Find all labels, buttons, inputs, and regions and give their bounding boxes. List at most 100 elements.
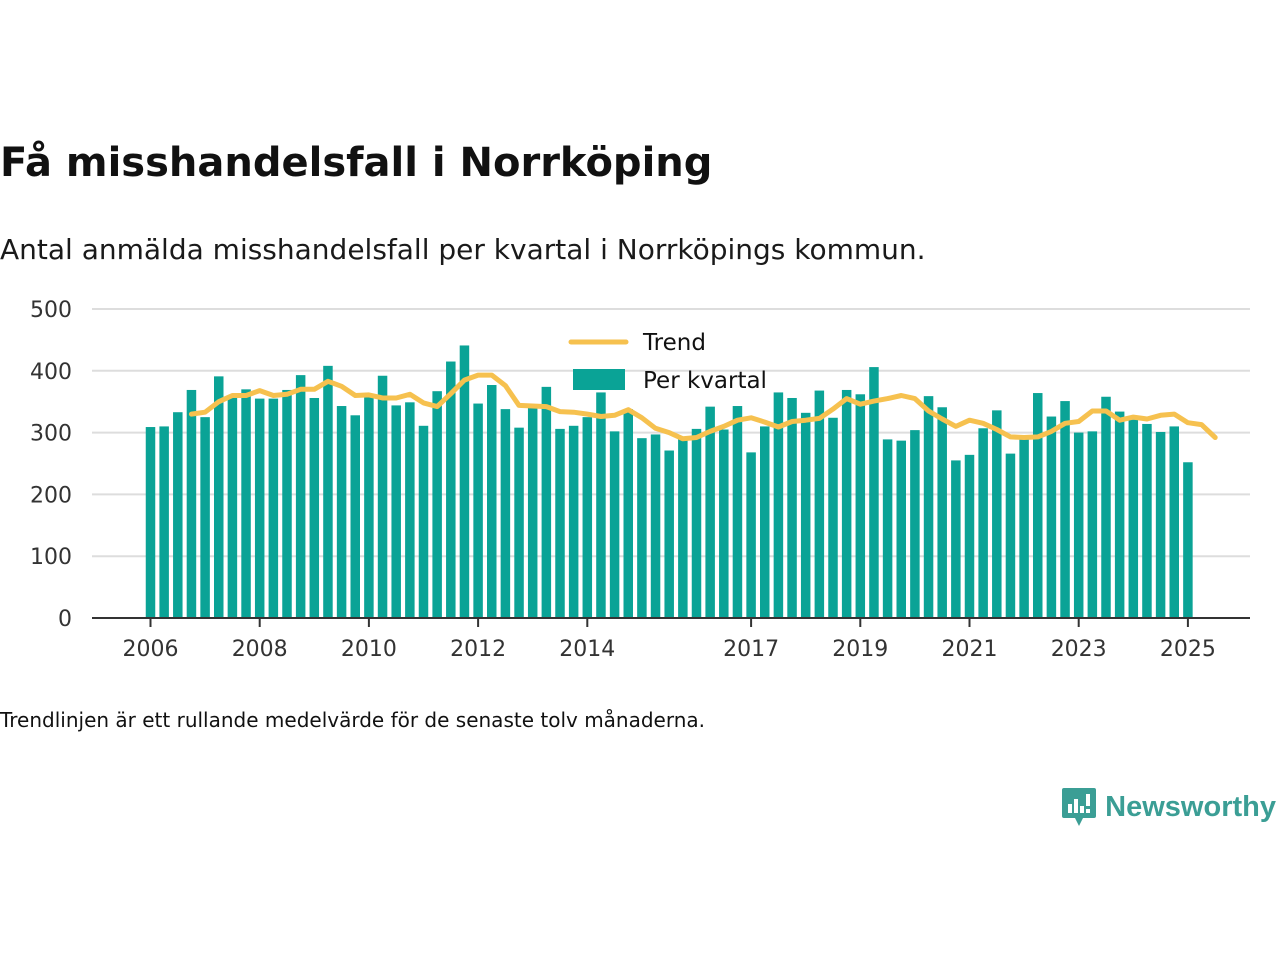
bar [705, 406, 715, 618]
bar [145, 427, 156, 618]
x-axis [92, 617, 1250, 627]
x-tick-label: 2014 [559, 637, 615, 662]
bar [473, 403, 483, 618]
bar [1005, 453, 1016, 618]
legend-bar-swatch [573, 369, 625, 390]
x-tick-label: 2010 [341, 637, 397, 662]
bar [405, 402, 415, 618]
bar [719, 429, 729, 618]
bar [841, 389, 852, 618]
y-tick-label: 300 [30, 422, 72, 447]
y-tick-label: 500 [30, 298, 72, 323]
bar [418, 425, 429, 618]
bar [650, 434, 661, 618]
legend: Trend Per kvartal [568, 330, 767, 394]
bar [514, 427, 524, 618]
bar-chart: 0 100 200 300 400 500 2006 2008 2010 2012 2014 201… [30, 298, 1250, 662]
bar [896, 440, 906, 618]
x-tick-label: 2017 [723, 637, 779, 662]
y-tick-label: 200 [30, 483, 72, 508]
bar [159, 426, 169, 618]
x-tick-label: 2019 [832, 637, 888, 662]
bar [951, 460, 961, 618]
bar [391, 405, 401, 618]
bar [350, 415, 360, 618]
bar [527, 407, 538, 618]
bar [678, 438, 688, 618]
bar [200, 417, 210, 618]
bar [855, 394, 866, 618]
bar [596, 392, 606, 618]
x-tick-label: 2021 [942, 637, 998, 662]
bar [268, 398, 279, 618]
bar [746, 452, 756, 618]
x-tick-label: 2008 [232, 637, 288, 662]
newsworthy-logo-icon [1062, 788, 1097, 826]
bar [787, 397, 797, 618]
bar [1046, 416, 1057, 618]
bar [1019, 435, 1029, 618]
bar-series [145, 345, 1193, 618]
bar [487, 385, 497, 618]
x-tick-label: 2006 [123, 637, 179, 662]
bar [1087, 431, 1098, 618]
legend-label-trend: Trend [642, 330, 706, 356]
chart-title: Få misshandelsfall i Norrköping [0, 140, 713, 186]
bar [1169, 426, 1179, 618]
bar [1155, 431, 1166, 618]
chart-subtitle: Antal anmälda misshandelsfall per kvarta… [0, 233, 926, 266]
bar [814, 390, 825, 618]
bar [609, 431, 620, 618]
legend-label-per-kvartal: Per kvartal [643, 368, 767, 394]
bar [432, 391, 442, 618]
y-tick-label: 100 [30, 545, 72, 570]
bar [500, 409, 511, 618]
bar [964, 454, 975, 618]
bar [364, 397, 374, 618]
bar [1073, 432, 1084, 618]
bar [446, 361, 456, 618]
y-tick-label: 0 [58, 607, 72, 632]
bar [937, 407, 947, 618]
brand-logo: Newsworthy [1061, 786, 1276, 828]
bar [214, 376, 224, 618]
bar [978, 428, 988, 618]
bar [923, 396, 934, 618]
bar [1060, 401, 1070, 618]
bar [623, 409, 633, 618]
bar [1183, 462, 1193, 618]
x-tick-label: 2025 [1160, 637, 1216, 662]
brand-name: Newsworthy [1105, 790, 1276, 823]
bar [459, 345, 470, 618]
bar [760, 426, 770, 618]
bar [732, 406, 743, 618]
bar [1101, 396, 1111, 618]
bar [241, 389, 251, 618]
bar [773, 392, 784, 618]
bar [173, 412, 183, 618]
x-axis-tick-labels: 2006 2008 2010 2012 2014 2017 2019 2021 2023 2025 [123, 637, 1216, 662]
bar [377, 375, 388, 618]
bar [336, 406, 347, 618]
bar [869, 367, 879, 618]
bar [828, 417, 838, 618]
y-tick-label: 400 [30, 360, 72, 385]
bar [992, 410, 1002, 618]
bar [582, 417, 593, 618]
bar [1033, 393, 1043, 618]
y-axis-tick-labels: 0 100 200 300 400 500 [30, 298, 72, 632]
bar [323, 365, 333, 618]
bar [691, 428, 702, 618]
bar [637, 438, 647, 618]
bar [568, 425, 579, 618]
bar [186, 389, 197, 618]
bar [282, 389, 292, 618]
x-tick-label: 2023 [1051, 637, 1107, 662]
bar [309, 397, 320, 618]
bar [254, 398, 265, 618]
bar [555, 428, 565, 618]
bar [664, 450, 674, 618]
trend-line [188, 372, 1218, 442]
bar [910, 430, 920, 618]
bar [541, 386, 552, 618]
